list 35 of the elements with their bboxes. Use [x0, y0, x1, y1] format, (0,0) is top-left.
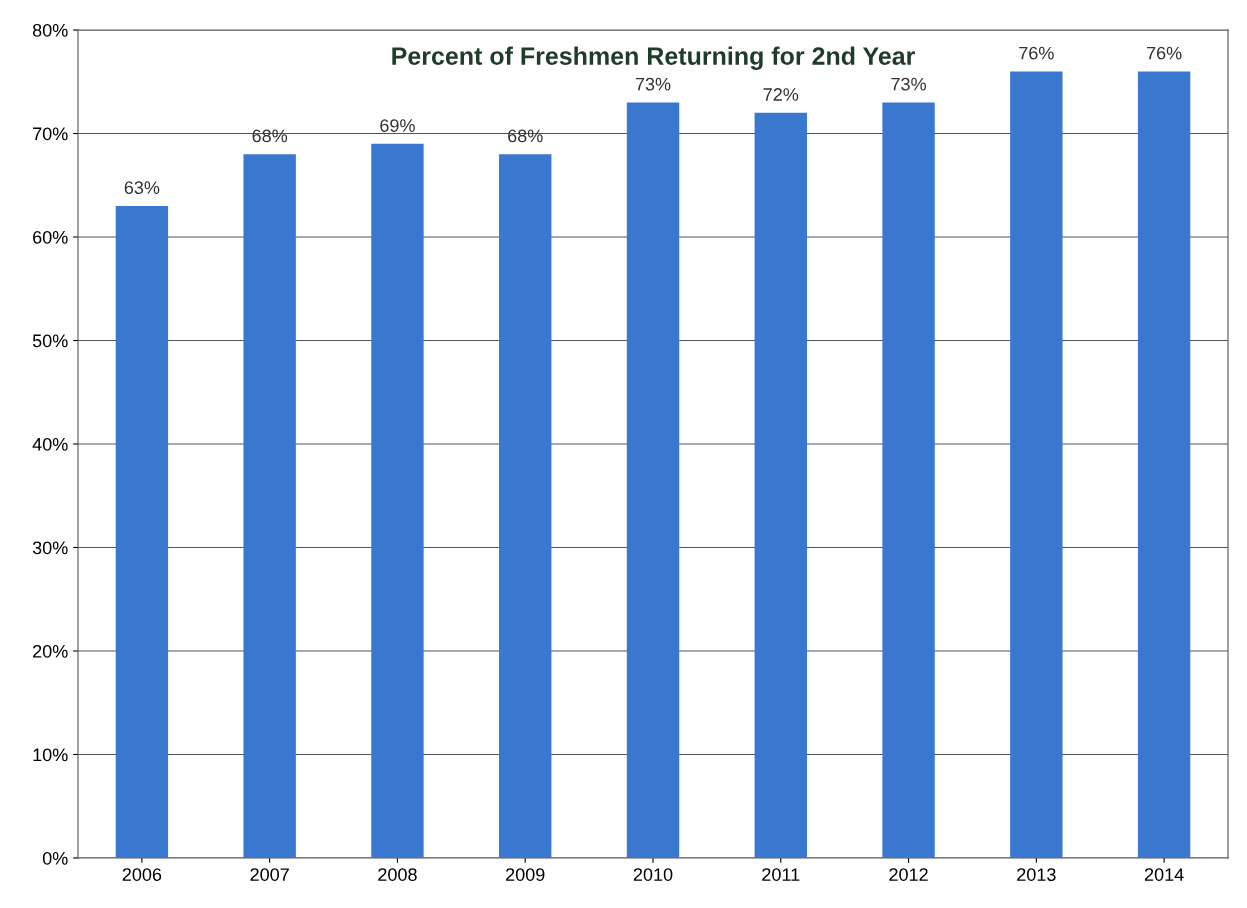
data-label: 73% [891, 77, 926, 91]
y-tick-label: 0% [42, 851, 68, 865]
x-tick-label: 2009 [506, 868, 545, 881]
bar [1010, 71, 1063, 858]
y-tick-label: 30% [32, 541, 68, 555]
x-tick-label: 2010 [633, 868, 673, 881]
y-tick-label: 80% [32, 23, 68, 37]
bar [754, 112, 807, 858]
x-tick-label: 2012 [889, 868, 928, 881]
data-label: 63% [124, 181, 160, 195]
bar [882, 102, 935, 858]
data-label: 73% [635, 77, 671, 91]
text: Percent of Freshmen Returning for 2nd Year [392, 46, 915, 70]
data-label: 72% [763, 88, 799, 101]
y-tick-label: 50% [32, 334, 68, 348]
bar [1137, 71, 1191, 858]
bar [115, 205, 169, 858]
bar [371, 143, 424, 858]
data-label: 69% [380, 119, 415, 132]
x-tick-label: 2007 [250, 868, 289, 881]
x-tick-label: 2006 [122, 868, 162, 881]
y-tick-label: 70% [33, 127, 68, 141]
y-tick-label: 40% [32, 437, 68, 451]
bar [499, 154, 552, 858]
x-tick-label: 2014 [1144, 868, 1184, 881]
y-tick-label: 10% [33, 748, 68, 762]
x-tick-label: 2011 [762, 868, 800, 881]
data-label: 76% [1019, 46, 1054, 60]
x-tick-label: 2013 [1017, 868, 1056, 881]
bar [626, 102, 680, 858]
bar [243, 154, 296, 858]
data-label: 76% [1146, 46, 1182, 60]
y-tick-label: 20% [33, 644, 68, 658]
x-tick-label: 2008 [378, 868, 417, 881]
y-tick-label: 60% [33, 230, 68, 244]
